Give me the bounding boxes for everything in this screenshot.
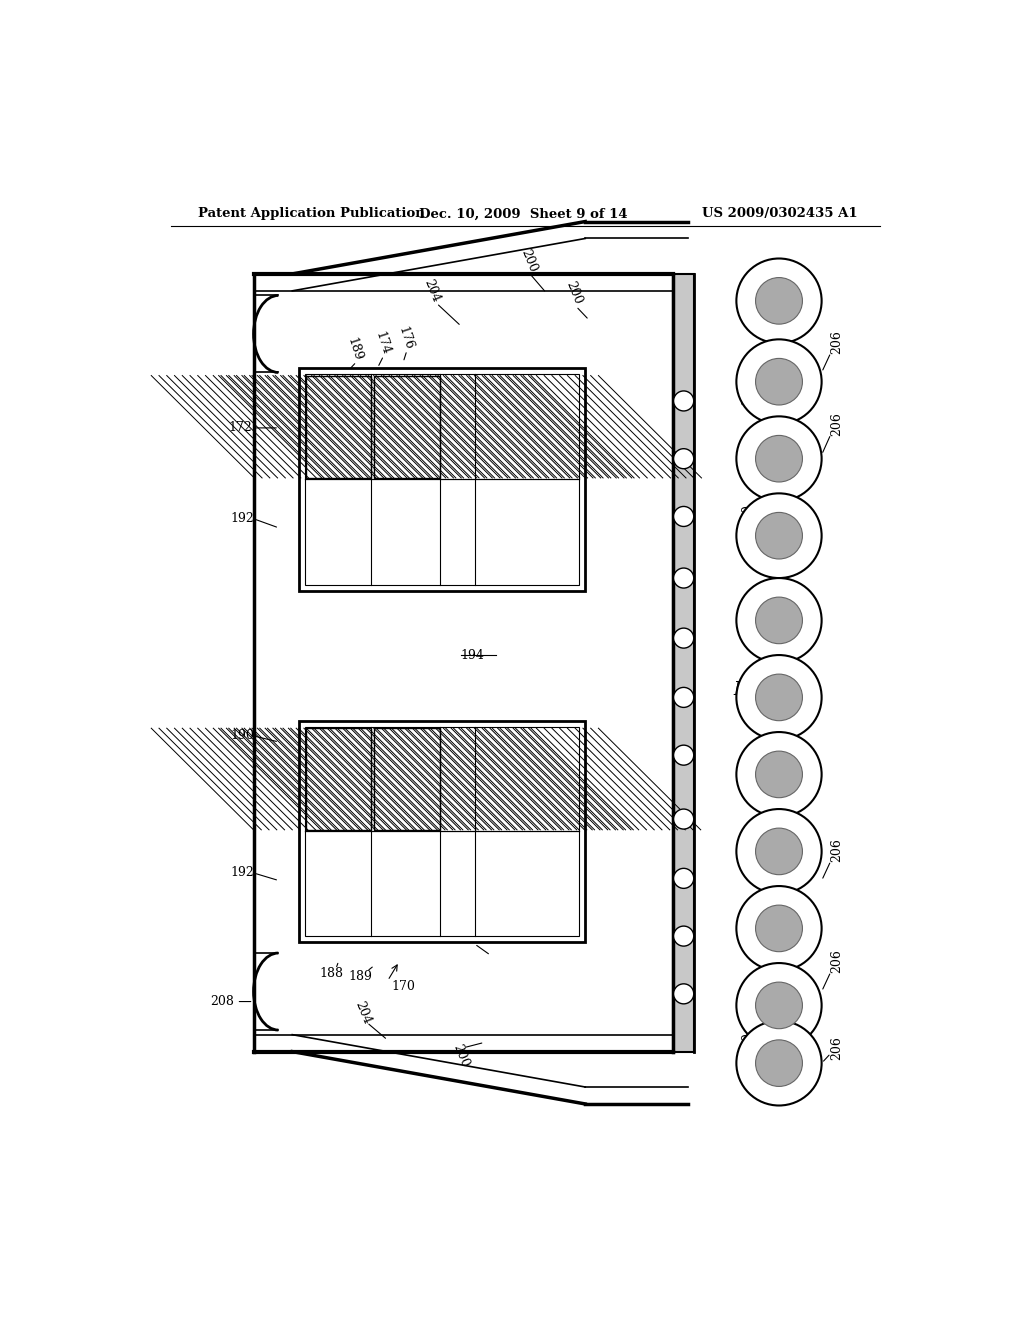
Bar bbox=[374, 729, 440, 830]
Circle shape bbox=[674, 927, 693, 946]
Text: 200: 200 bbox=[741, 1032, 755, 1056]
Circle shape bbox=[756, 359, 803, 405]
Circle shape bbox=[674, 983, 693, 1003]
Circle shape bbox=[674, 507, 693, 527]
Text: 192: 192 bbox=[230, 512, 255, 525]
Text: 206: 206 bbox=[830, 412, 844, 436]
Circle shape bbox=[736, 964, 821, 1048]
Circle shape bbox=[674, 869, 693, 888]
Text: 180: 180 bbox=[339, 381, 358, 409]
Bar bbox=[299, 368, 586, 591]
Text: FIG. 5: FIG. 5 bbox=[733, 681, 794, 698]
Text: 206: 206 bbox=[830, 949, 844, 973]
Text: 198: 198 bbox=[463, 744, 482, 771]
Text: 202: 202 bbox=[741, 381, 755, 405]
Circle shape bbox=[736, 578, 821, 663]
Text: 172: 172 bbox=[228, 421, 252, 434]
Circle shape bbox=[736, 809, 821, 894]
Text: 200: 200 bbox=[741, 763, 755, 787]
Text: 176: 176 bbox=[395, 325, 416, 351]
Text: 196: 196 bbox=[463, 545, 482, 572]
Text: 186: 186 bbox=[338, 855, 357, 882]
Circle shape bbox=[756, 828, 803, 875]
Text: US 2009/0302435 A1: US 2009/0302435 A1 bbox=[701, 207, 857, 220]
Circle shape bbox=[674, 688, 693, 708]
Text: 200: 200 bbox=[741, 916, 755, 940]
Circle shape bbox=[674, 568, 693, 589]
Bar bbox=[673, 275, 693, 1052]
Text: Patent Application Publication: Patent Application Publication bbox=[198, 207, 425, 220]
Circle shape bbox=[736, 733, 821, 817]
Text: 198: 198 bbox=[463, 385, 482, 413]
Text: 188: 188 bbox=[319, 966, 344, 979]
Circle shape bbox=[756, 436, 803, 482]
Text: 200: 200 bbox=[563, 280, 584, 306]
Text: 178: 178 bbox=[318, 744, 338, 771]
Circle shape bbox=[736, 886, 821, 970]
Text: 204: 204 bbox=[421, 277, 442, 305]
Circle shape bbox=[756, 906, 803, 952]
Bar bbox=[254, 275, 673, 1052]
Circle shape bbox=[756, 982, 803, 1028]
Circle shape bbox=[756, 751, 803, 797]
Text: 204: 204 bbox=[352, 999, 374, 1027]
Bar bbox=[305, 726, 579, 936]
Circle shape bbox=[674, 449, 693, 469]
Circle shape bbox=[736, 1020, 821, 1106]
Text: 198: 198 bbox=[463, 859, 482, 886]
Text: 186: 186 bbox=[338, 500, 357, 528]
Circle shape bbox=[674, 744, 693, 766]
Circle shape bbox=[756, 597, 803, 644]
Bar bbox=[306, 729, 371, 830]
Text: 178: 178 bbox=[318, 388, 338, 414]
Text: 174: 174 bbox=[373, 330, 392, 356]
Text: Dec. 10, 2009  Sheet 9 of 14: Dec. 10, 2009 Sheet 9 of 14 bbox=[419, 207, 628, 220]
Text: 184: 184 bbox=[316, 859, 336, 887]
Text: 184: 184 bbox=[316, 506, 336, 532]
Circle shape bbox=[736, 416, 821, 502]
Circle shape bbox=[736, 655, 821, 739]
Text: 206: 206 bbox=[830, 330, 844, 354]
Text: 206: 206 bbox=[830, 1036, 844, 1060]
Circle shape bbox=[736, 259, 821, 343]
Text: 206: 206 bbox=[830, 838, 844, 862]
Text: 200: 200 bbox=[741, 504, 755, 528]
Text: 198: 198 bbox=[463, 919, 482, 945]
Text: 208: 208 bbox=[211, 995, 234, 1008]
Bar bbox=[305, 374, 579, 585]
Text: 192: 192 bbox=[230, 866, 255, 879]
Circle shape bbox=[674, 809, 693, 829]
Circle shape bbox=[674, 628, 693, 648]
Bar bbox=[306, 376, 371, 478]
Bar bbox=[374, 376, 440, 478]
Text: 194: 194 bbox=[461, 648, 484, 661]
Text: 189: 189 bbox=[348, 970, 373, 982]
Text: 182: 182 bbox=[360, 735, 381, 762]
Text: 170: 170 bbox=[391, 979, 415, 993]
Bar bbox=[306, 376, 371, 478]
Text: 189: 189 bbox=[344, 337, 365, 363]
Circle shape bbox=[736, 494, 821, 578]
Circle shape bbox=[756, 1040, 803, 1086]
Text: 200: 200 bbox=[518, 247, 540, 275]
Circle shape bbox=[736, 339, 821, 424]
Circle shape bbox=[756, 512, 803, 558]
Text: 190: 190 bbox=[230, 730, 255, 742]
Text: 200: 200 bbox=[741, 281, 755, 305]
Text: 182: 182 bbox=[360, 378, 381, 404]
Text: 200: 200 bbox=[451, 1041, 472, 1069]
Circle shape bbox=[756, 675, 803, 721]
Circle shape bbox=[674, 391, 693, 411]
Circle shape bbox=[756, 277, 803, 325]
Bar bbox=[299, 721, 586, 942]
Text: 198: 198 bbox=[463, 447, 482, 474]
Text: 180: 180 bbox=[339, 739, 358, 767]
